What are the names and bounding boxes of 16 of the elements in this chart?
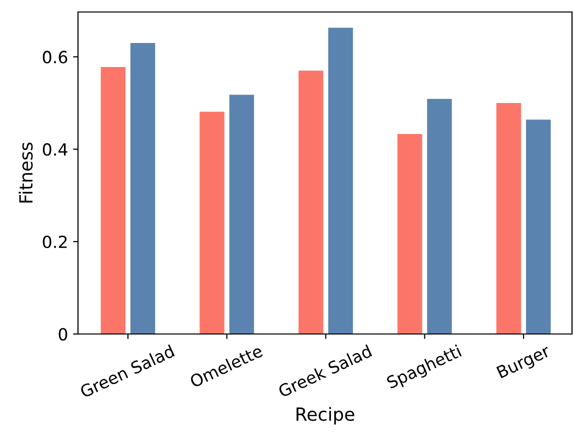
bar bbox=[200, 112, 224, 334]
y-axis-title: Fitness bbox=[18, 142, 33, 202]
bar bbox=[526, 120, 551, 334]
y-tick-label: 0.4 bbox=[42, 143, 68, 156]
x-axis-title: Recipe bbox=[296, 406, 354, 424]
bar bbox=[397, 134, 422, 334]
bar bbox=[100, 66, 126, 334]
bar bbox=[328, 28, 353, 334]
bar bbox=[496, 103, 522, 334]
y-tick-label: 0 bbox=[58, 328, 68, 341]
bar bbox=[130, 42, 156, 334]
bar bbox=[229, 94, 254, 334]
bar bbox=[298, 70, 324, 334]
y-tick-label: 0.2 bbox=[42, 236, 67, 248]
y-tick-label: 0.6 bbox=[42, 50, 68, 64]
bar bbox=[427, 98, 452, 334]
